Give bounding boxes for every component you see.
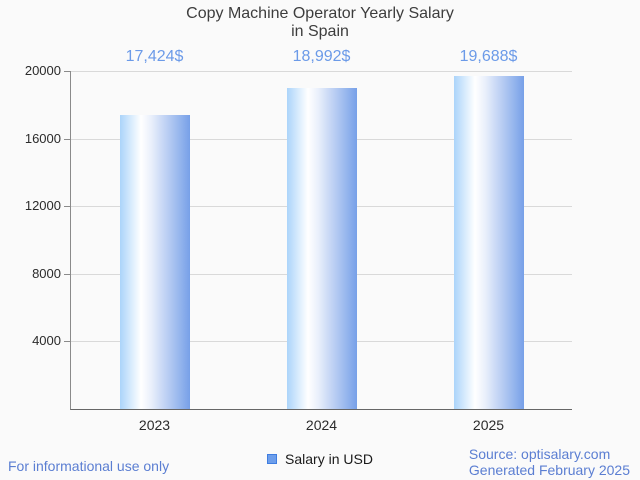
- y-axis-tick-16000: [64, 138, 71, 140]
- y-axis-label-20000: 20000: [24, 63, 61, 78]
- value-label-2025: 19,688$: [459, 48, 518, 65]
- source-line: Source: optisalary.com: [468, 446, 611, 462]
- legend: Salary in USD: [0, 451, 640, 467]
- x-axis-label-2023: 2023: [138, 417, 171, 433]
- y-axis-label-16000: 16000: [24, 130, 61, 146]
- y-axis-tick-4000: [64, 341, 71, 343]
- legend-swatch-icon: [267, 454, 278, 464]
- chart-title-line2: in Spain: [291, 23, 349, 40]
- y-axis-tick-20000: [64, 71, 71, 72]
- y-axis-tick-12000: [64, 206, 71, 208]
- source-attribution: Source: optisalary.com Generated Februar…: [469, 446, 630, 478]
- bar-2023: [119, 114, 190, 409]
- legend-label: Salary in USD: [285, 451, 373, 467]
- gridline-20000: [71, 71, 572, 72]
- value-label-2023: 17,424$: [125, 48, 184, 65]
- x-axis-label-2024: 2024: [305, 417, 338, 433]
- chart-title: Copy Machine Operator Yearly Salary in S…: [0, 5, 640, 41]
- plot-area: 20000 16000 12000 8000 4000 17,424$ 2023 18,992…: [25, 48, 572, 433]
- value-label-2024: 18,992$: [292, 48, 351, 65]
- disclaimer-text: For informational use only: [8, 458, 170, 474]
- y-axis-label-4000: 4000: [32, 333, 61, 349]
- x-axis-label-2025: 2025: [472, 417, 505, 433]
- bar-2025: [453, 76, 524, 409]
- generated-line: Generated February 2025: [468, 462, 630, 478]
- bar-2024: [286, 88, 357, 409]
- chart-title-line1: Copy Machine Operator Yearly Salary: [186, 5, 454, 22]
- y-axis-label-12000: 12000: [24, 198, 61, 214]
- y-axis-label-8000: 8000: [32, 265, 61, 281]
- y-axis-tick-8000: [64, 273, 71, 275]
